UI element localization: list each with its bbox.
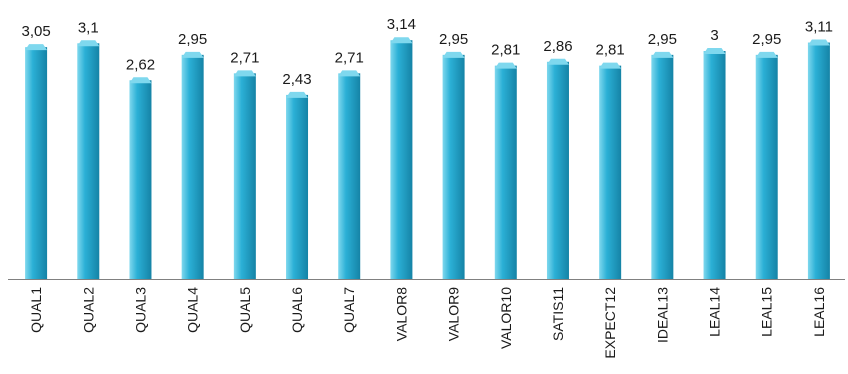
bar-body <box>546 61 569 279</box>
x-tick-label: IDEAL13 <box>654 287 670 343</box>
value-label: 2,62 <box>126 56 155 73</box>
bar-body <box>755 54 778 279</box>
bar-body <box>390 40 413 279</box>
bar-body <box>338 73 361 279</box>
x-tick-label: QUAL3 <box>132 287 148 333</box>
x-tick-label: EXPECT12 <box>602 287 618 359</box>
value-label: 3,1 <box>78 19 99 36</box>
x-tick-label: QUAL4 <box>185 287 201 333</box>
value-label: 2,95 <box>752 31 781 48</box>
bar-body <box>286 94 309 279</box>
bar-valor9 <box>442 51 465 279</box>
bar-top-cap <box>703 48 726 54</box>
bar-body <box>233 73 256 279</box>
bar-qual6 <box>286 91 309 279</box>
bar-top-cap <box>755 51 778 58</box>
bar-qual5 <box>233 70 256 279</box>
bar-body <box>599 65 622 279</box>
bar-top-cap <box>338 70 361 77</box>
bar-qual4 <box>181 51 204 279</box>
bar-top-cap <box>390 37 413 44</box>
bar-qual3 <box>129 77 152 279</box>
value-label: 3,14 <box>387 16 416 33</box>
value-labels-group: 3,05 3,1 2,62 2,95 2,71 2,43 2,71 3,14 2,95 2,81 2… <box>21 16 832 88</box>
x-tick-label: LEAL16 <box>811 287 827 337</box>
x-tick-label: VALOR8 <box>393 287 409 341</box>
value-label: 3,11 <box>805 19 833 36</box>
bar-leal14 <box>703 48 726 279</box>
bar-leal15 <box>755 51 778 279</box>
bar-top-cap <box>807 39 830 46</box>
value-label: 2,95 <box>648 31 677 48</box>
bar-top-cap <box>25 44 48 51</box>
x-tick-label: QUAL7 <box>341 287 357 333</box>
bar-body <box>181 54 204 279</box>
x-tick-label: SATIS11 <box>550 287 566 341</box>
bar-qual1 <box>25 44 48 280</box>
x-tick-label: QUAL6 <box>289 287 305 333</box>
x-tick-label: QUAL5 <box>237 287 253 333</box>
value-label: 2,81 <box>596 42 625 59</box>
bar-top-cap <box>494 62 517 69</box>
bar-body <box>651 54 674 279</box>
bar-expect12 <box>599 62 622 279</box>
bar-top-cap <box>77 40 100 47</box>
bar-body <box>494 65 517 279</box>
x-tick-label: LEAL15 <box>759 287 775 337</box>
bar-ideal13 <box>651 51 674 279</box>
x-tick-label: QUAL2 <box>80 287 96 333</box>
bar-leal16 <box>807 39 830 279</box>
bar-qual2 <box>77 40 100 279</box>
bar-body <box>77 43 100 279</box>
bars-group <box>25 37 830 280</box>
bar-top-cap <box>546 58 569 65</box>
bar-satis11 <box>546 58 569 279</box>
value-label: 3 <box>710 27 718 44</box>
x-tick-label: VALOR9 <box>446 287 462 341</box>
bar-top-cap <box>129 77 152 84</box>
bar-top-cap <box>181 51 204 58</box>
value-label: 2,81 <box>491 42 520 59</box>
value-label: 2,86 <box>543 38 572 55</box>
value-label: 3,05 <box>21 23 50 40</box>
value-label: 2,95 <box>178 31 207 48</box>
bar-body <box>129 80 152 279</box>
bar-valor8 <box>390 37 413 279</box>
bar-top-cap <box>286 91 309 98</box>
bar-top-cap <box>651 51 674 58</box>
bar-body <box>25 47 48 280</box>
value-label: 2,95 <box>439 31 468 48</box>
x-tick-labels-group: QUAL1 QUAL2 QUAL3 QUAL4 QUAL5 QUAL6 QUAL7 VALOR… <box>28 287 827 359</box>
bar-valor10 <box>494 62 517 279</box>
x-tick-label: LEAL14 <box>707 287 723 337</box>
bar-top-cap <box>442 51 465 58</box>
bar-qual7 <box>338 70 361 279</box>
value-label: 2,71 <box>230 49 259 66</box>
value-label: 2,43 <box>282 71 311 88</box>
bar-body <box>807 42 830 279</box>
x-tick-label: QUAL1 <box>28 287 44 333</box>
bar-top-cap <box>599 62 622 69</box>
bar-top-cap <box>233 70 256 77</box>
bar-body <box>703 51 726 279</box>
value-label: 2,71 <box>335 49 364 66</box>
bar-body <box>442 54 465 279</box>
x-tick-label: VALOR10 <box>498 287 514 349</box>
